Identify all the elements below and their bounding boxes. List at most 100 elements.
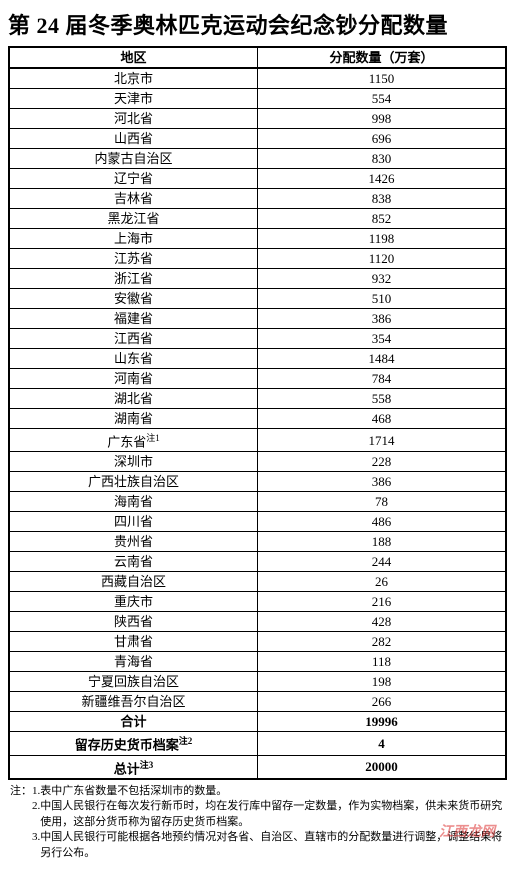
cell-region: 浙江省 (9, 269, 258, 289)
cell-region: 福建省 (9, 309, 258, 329)
cell-qty: 228 (258, 452, 507, 472)
cell-qty: 1150 (258, 68, 507, 89)
page-title: 第 24 届冬季奥林匹克运动会纪念钞分配数量 (8, 8, 507, 40)
cell-qty: 386 (258, 309, 507, 329)
cell-region: 新疆维吾尔自治区 (9, 692, 258, 712)
cell-region: 重庆市 (9, 592, 258, 612)
cell-region: 江西省 (9, 329, 258, 349)
table-summary-row: 合计19996 (9, 712, 506, 732)
table-row: 天津市554 (9, 89, 506, 109)
cell-qty: 198 (258, 672, 507, 692)
cell-qty: 510 (258, 289, 507, 309)
table-row: 湖北省558 (9, 389, 506, 409)
cell-qty: 696 (258, 129, 507, 149)
cell-qty: 244 (258, 552, 507, 572)
cell-region: 山东省 (9, 349, 258, 369)
table-row: 山西省696 (9, 129, 506, 149)
table-header-row: 地区 分配数量（万套） (9, 47, 506, 68)
cell-region: 陕西省 (9, 612, 258, 632)
table-row: 广东省注11714 (9, 429, 506, 452)
cell-region: 广西壮族自治区 (9, 472, 258, 492)
cell-region: 辽宁省 (9, 169, 258, 189)
cell-qty: 354 (258, 329, 507, 349)
table-row: 甘肃省282 (9, 632, 506, 652)
cell-region: 上海市 (9, 229, 258, 249)
table-row: 内蒙古自治区830 (9, 149, 506, 169)
table-row: 西藏自治区26 (9, 572, 506, 592)
cell-region: 内蒙古自治区 (9, 149, 258, 169)
cell-region: 湖南省 (9, 409, 258, 429)
table-row: 上海市1198 (9, 229, 506, 249)
cell-summary-qty: 19996 (258, 712, 507, 732)
cell-qty: 1714 (258, 429, 507, 452)
note-text: 中国人民银行可能根据各地预约情况对各省、自治区、直辖市的分配数量进行调整，调整结… (40, 830, 507, 861)
cell-summary-label: 总计注3 (9, 755, 258, 779)
table-row: 青海省118 (9, 652, 506, 672)
table-row: 河南省784 (9, 369, 506, 389)
cell-summary-qty: 20000 (258, 755, 507, 779)
cell-qty: 1484 (258, 349, 507, 369)
cell-qty: 282 (258, 632, 507, 652)
cell-qty: 468 (258, 409, 507, 429)
note-text: 表中广东省数量不包括深圳市的数量。 (40, 784, 507, 799)
cell-region: 湖北省 (9, 389, 258, 409)
note-prefix: 注：1. (10, 784, 40, 799)
note-prefix: 3. (10, 830, 40, 861)
cell-qty: 1426 (258, 169, 507, 189)
note-text: 中国人民银行在每次发行新币时，均在发行库中留存一定数量，作为实物档案，供未来货币… (40, 799, 507, 830)
cell-region: 贵州省 (9, 532, 258, 552)
cell-region: 云南省 (9, 552, 258, 572)
note-item: 2.中国人民银行在每次发行新币时，均在发行库中留存一定数量，作为实物档案，供未来… (10, 799, 507, 830)
table-row: 浙江省932 (9, 269, 506, 289)
cell-region: 河北省 (9, 109, 258, 129)
table-row: 广西壮族自治区386 (9, 472, 506, 492)
cell-summary-label: 留存历史货币档案注2 (9, 732, 258, 755)
cell-qty: 1198 (258, 229, 507, 249)
cell-qty: 838 (258, 189, 507, 209)
cell-qty: 188 (258, 532, 507, 552)
cell-region: 山西省 (9, 129, 258, 149)
table-row: 黑龙江省852 (9, 209, 506, 229)
cell-qty: 486 (258, 512, 507, 532)
note-prefix: 2. (10, 799, 40, 830)
cell-region: 广东省注1 (9, 429, 258, 452)
cell-qty: 266 (258, 692, 507, 712)
cell-region: 深圳市 (9, 452, 258, 472)
table-row: 陕西省428 (9, 612, 506, 632)
cell-region: 河南省 (9, 369, 258, 389)
table-row: 湖南省468 (9, 409, 506, 429)
cell-qty: 998 (258, 109, 507, 129)
cell-qty: 428 (258, 612, 507, 632)
note-item: 3.中国人民银行可能根据各地预约情况对各省、自治区、直辖市的分配数量进行调整，调… (10, 830, 507, 861)
table-row: 宁夏回族自治区198 (9, 672, 506, 692)
cell-qty: 830 (258, 149, 507, 169)
table-row: 重庆市216 (9, 592, 506, 612)
cell-summary-qty: 4 (258, 732, 507, 755)
table-row: 辽宁省1426 (9, 169, 506, 189)
cell-qty: 1120 (258, 249, 507, 269)
col-header-region: 地区 (9, 47, 258, 68)
cell-qty: 78 (258, 492, 507, 512)
table-row: 深圳市228 (9, 452, 506, 472)
cell-summary-label: 合计 (9, 712, 258, 732)
cell-region: 青海省 (9, 652, 258, 672)
table-row: 四川省486 (9, 512, 506, 532)
cell-qty: 554 (258, 89, 507, 109)
cell-region: 北京市 (9, 68, 258, 89)
table-summary-row: 总计注320000 (9, 755, 506, 779)
cell-region: 黑龙江省 (9, 209, 258, 229)
notes-section: 注：1.表中广东省数量不包括深圳市的数量。 2.中国人民银行在每次发行新币时，均… (8, 784, 507, 861)
table-summary-row: 留存历史货币档案注24 (9, 732, 506, 755)
table-row: 福建省386 (9, 309, 506, 329)
cell-region: 甘肃省 (9, 632, 258, 652)
cell-qty: 784 (258, 369, 507, 389)
cell-qty: 558 (258, 389, 507, 409)
note-item: 注：1.表中广东省数量不包括深圳市的数量。 (10, 784, 507, 799)
cell-qty: 118 (258, 652, 507, 672)
cell-qty: 386 (258, 472, 507, 492)
table-row: 山东省1484 (9, 349, 506, 369)
table-row: 吉林省838 (9, 189, 506, 209)
table-row: 云南省244 (9, 552, 506, 572)
cell-region: 宁夏回族自治区 (9, 672, 258, 692)
cell-qty: 852 (258, 209, 507, 229)
